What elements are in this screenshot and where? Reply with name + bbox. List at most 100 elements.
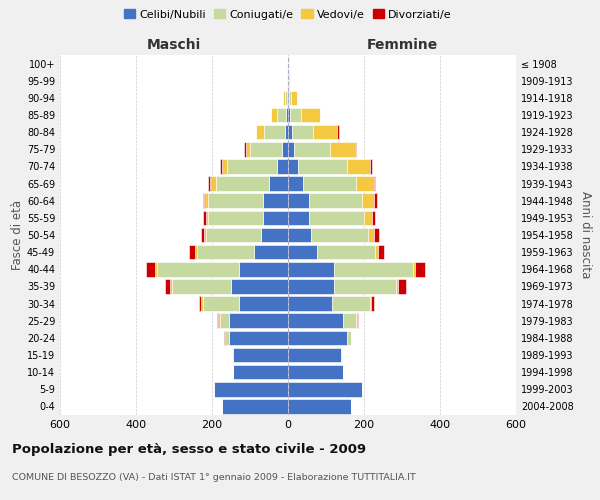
Y-axis label: Fasce di età: Fasce di età — [11, 200, 24, 270]
Bar — [195, 245, 197, 260]
Bar — [229, 314, 288, 328]
Text: COMUNE DI BESOZZO (VA) - Dati ISTAT 1° gennaio 2009 - Elaborazione TUTTITALIA.IT: COMUNE DI BESOZZO (VA) - Dati ISTAT 1° g… — [12, 472, 416, 482]
Bar — [356, 176, 373, 191]
Text: Femmine: Femmine — [367, 38, 437, 52]
Bar — [292, 125, 313, 140]
Bar — [208, 194, 263, 208]
Bar — [199, 296, 202, 311]
Bar — [288, 210, 309, 225]
Bar — [208, 176, 210, 191]
Bar — [288, 125, 292, 140]
Bar — [269, 176, 288, 191]
Bar — [301, 108, 320, 122]
Bar — [288, 314, 343, 328]
Bar — [371, 210, 376, 225]
Bar — [356, 314, 357, 328]
Bar — [233, 365, 288, 380]
Bar — [157, 262, 239, 276]
Bar — [362, 194, 373, 208]
Bar — [334, 279, 397, 293]
Bar — [227, 159, 277, 174]
Bar — [164, 279, 170, 293]
Bar — [221, 399, 288, 413]
Bar — [220, 314, 229, 328]
Bar — [288, 245, 317, 260]
Bar — [364, 210, 371, 225]
Bar — [262, 228, 288, 242]
Bar — [288, 262, 334, 276]
Bar — [343, 314, 356, 328]
Bar — [231, 279, 288, 293]
Y-axis label: Anni di nascita: Anni di nascita — [579, 192, 592, 278]
Bar — [398, 279, 406, 293]
Bar — [397, 279, 398, 293]
Bar — [371, 296, 374, 311]
Bar — [221, 159, 227, 174]
Bar — [233, 348, 288, 362]
Bar — [288, 348, 341, 362]
Bar — [218, 314, 220, 328]
Bar — [288, 159, 298, 174]
Bar — [226, 330, 229, 345]
Bar — [244, 142, 246, 156]
Bar — [298, 159, 347, 174]
Bar — [370, 296, 371, 311]
Bar — [309, 194, 362, 208]
Bar — [277, 108, 286, 122]
Bar — [256, 125, 264, 140]
Bar — [206, 210, 208, 225]
Bar — [311, 228, 368, 242]
Bar — [290, 108, 301, 122]
Bar — [205, 194, 208, 208]
Bar — [288, 296, 332, 311]
Bar — [208, 210, 263, 225]
Bar — [415, 262, 425, 276]
Bar — [210, 176, 216, 191]
Bar — [217, 314, 218, 328]
Bar — [334, 262, 413, 276]
Bar — [200, 228, 205, 242]
Bar — [294, 142, 330, 156]
Bar — [205, 228, 206, 242]
Bar — [214, 382, 288, 396]
Bar — [379, 245, 384, 260]
Bar — [202, 296, 203, 311]
Text: Popolazione per età, sesso e stato civile - 2009: Popolazione per età, sesso e stato civil… — [12, 442, 366, 456]
Bar — [206, 228, 262, 242]
Bar — [216, 176, 269, 191]
Bar — [203, 194, 205, 208]
Bar — [283, 142, 288, 156]
Bar — [189, 245, 195, 260]
Bar — [291, 90, 297, 105]
Bar — [146, 262, 155, 276]
Bar — [368, 228, 373, 242]
Bar — [337, 125, 338, 140]
Bar — [330, 142, 355, 156]
Text: Maschi: Maschi — [147, 38, 201, 52]
Bar — [155, 262, 157, 276]
Bar — [288, 108, 290, 122]
Bar — [246, 142, 250, 156]
Bar — [317, 245, 376, 260]
Bar — [239, 296, 288, 311]
Bar — [232, 348, 233, 362]
Bar — [286, 90, 287, 105]
Bar — [309, 210, 364, 225]
Bar — [254, 245, 288, 260]
Bar — [197, 245, 254, 260]
Bar — [203, 296, 239, 311]
Bar — [288, 382, 362, 396]
Bar — [332, 296, 370, 311]
Bar — [239, 262, 288, 276]
Bar — [287, 90, 288, 105]
Bar — [283, 90, 286, 105]
Legend: Celibi/Nubili, Coniugati/e, Vedovi/e, Divorziati/e: Celibi/Nubili, Coniugati/e, Vedovi/e, Di… — [120, 5, 456, 24]
Bar — [288, 279, 334, 293]
Bar — [288, 176, 303, 191]
Bar — [277, 159, 288, 174]
Bar — [288, 365, 343, 380]
Bar — [271, 108, 277, 122]
Bar — [347, 330, 350, 345]
Bar — [288, 330, 347, 345]
Bar — [263, 194, 288, 208]
